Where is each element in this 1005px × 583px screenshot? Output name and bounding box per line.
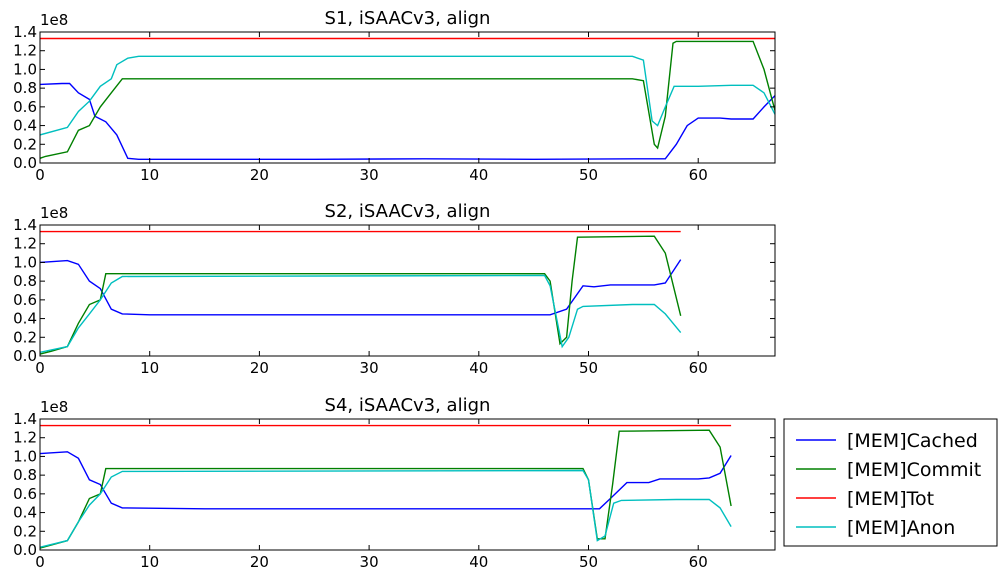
x-tick-label: 30 [360,359,379,377]
legend-label-mem-tot: [MEM]Tot [847,488,934,510]
y-tick-label: 1.4 [13,23,37,41]
y-tick-label: 0.4 [13,310,37,328]
x-tick-label: 0 [35,166,45,184]
series-line-mem-cached [40,259,682,316]
subplot-s4: 0 10 20 30 40 50 60 0.00.20.40.60.81.01.21.41e8… [13,395,776,571]
plot-frame [39,418,776,551]
y-tick-label: 1.2 [13,235,37,253]
y-tick-label: 1.0 [13,60,37,78]
subplot-s2: 0 10 20 30 40 50 60 0.00.20.40.60.81.01.21.41e8… [13,201,776,377]
x-tick-label: 40 [469,553,488,571]
subplot-title: S1, iSAACv3, align [325,8,491,29]
y-tick-label: 1.0 [13,253,37,271]
y-tick-label: 0.8 [13,466,37,484]
series-line-mem-cached [40,451,732,510]
x-tick-label: 50 [579,359,598,377]
legend-label-mem-cached: [MEM]Cached [847,430,978,452]
subplot-title: S2, iSAACv3, align [325,201,491,222]
series-group [40,424,732,549]
subplot-title: S4, iSAACv3, align [325,395,491,416]
x-tick-label: 40 [469,166,488,184]
x-tick-label: 20 [250,166,269,184]
x-tick-label: 60 [689,359,708,377]
series-line-mem-commit [40,235,682,355]
legend-label-mem-commit: [MEM]Commit [847,459,981,481]
y-tick-label: 0.6 [13,291,37,309]
y-tick-label: 0.8 [13,272,37,290]
y-tick-label: 1.2 [13,42,37,60]
subplot-s1: 0 10 20 30 40 50 60 0.00.20.40.60.81.01.21.41e8… [13,8,776,184]
y-tick-label: 0.8 [13,79,37,97]
legend-label-mem-anon: [MEM]Anon [847,517,955,539]
axis-multiplier: 1e8 [40,11,68,29]
legend: [MEM]Cached [MEM]Commit [MEM]Tot [MEM]Anon [783,418,998,547]
y-tick-label: 0.0 [13,541,37,559]
y-tick-label: 1.2 [13,429,37,447]
x-tick-label: 30 [360,553,379,571]
y-tick-label: 1.4 [13,216,37,234]
y-tick-label: 0.4 [13,504,37,522]
series-group [40,230,682,355]
series-line-mem-commit [40,40,775,159]
series-group [40,37,775,161]
axis-multiplier: 1e8 [40,204,68,222]
series-line-mem-anon [40,274,682,353]
x-tick-label: 40 [469,359,488,377]
x-tick-label: 60 [689,166,708,184]
x-tick-label: 10 [140,166,159,184]
x-tick-label: 50 [579,166,598,184]
x-tick-label: 20 [250,553,269,571]
x-tick-label: 10 [140,553,159,571]
x-tick-label: 30 [360,166,379,184]
x-tick-label: 0 [35,359,45,377]
axis-multiplier: 1e8 [40,398,68,416]
series-line-mem-anon [40,55,775,136]
x-tick-label: 50 [579,553,598,571]
x-tick-label: 10 [140,359,159,377]
plot-frame [39,224,776,357]
y-tick-label: 0.2 [13,135,37,153]
y-tick-label: 0.0 [13,347,37,365]
x-tick-label: 0 [35,553,45,571]
y-tick-label: 0.6 [13,98,37,116]
y-tick-label: 0.0 [13,154,37,172]
series-line-mem-anon [40,469,732,548]
y-tick-label: 0.2 [13,328,37,346]
y-tick-label: 0.2 [13,522,37,540]
series-line-mem-commit [40,429,732,549]
y-tick-label: 0.6 [13,485,37,503]
y-tick-label: 0.4 [13,117,37,135]
x-tick-label: 60 [689,553,708,571]
y-tick-label: 1.4 [13,410,37,428]
plot-frame [39,31,776,164]
y-tick-label: 1.0 [13,447,37,465]
x-tick-label: 20 [250,359,269,377]
